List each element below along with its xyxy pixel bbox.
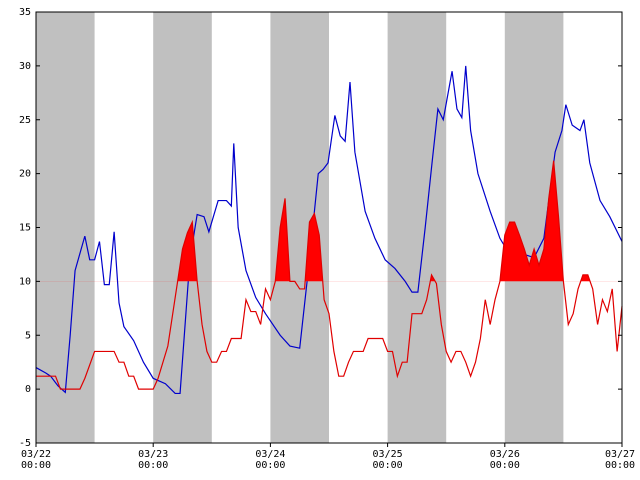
shaded-band bbox=[36, 12, 95, 443]
shaded-band bbox=[270, 12, 329, 443]
y-tick-label: 5 bbox=[25, 330, 31, 341]
y-tick-label: 10 bbox=[19, 276, 31, 287]
x-tick-label: 03/22 00:00 bbox=[20, 449, 52, 471]
x-tick-label: 03/26 00:00 bbox=[489, 449, 520, 471]
y-tick-label: 0 bbox=[25, 384, 31, 395]
shaded-band bbox=[153, 12, 212, 443]
x-tick-label: 03/25 00:00 bbox=[372, 449, 403, 471]
y-tick-label: -5 bbox=[19, 438, 31, 449]
y-tick-label: 30 bbox=[19, 61, 31, 72]
y-tick-label: 25 bbox=[19, 115, 31, 126]
x-tick-label: 03/27 00:00 bbox=[604, 449, 636, 471]
y-tick-label: 35 bbox=[19, 7, 31, 18]
shaded-band bbox=[387, 12, 447, 443]
x-tick-label: 03/23 00:00 bbox=[138, 449, 169, 471]
y-tick-label: 20 bbox=[19, 169, 31, 180]
series-line bbox=[36, 160, 623, 390]
y-tick-label: 15 bbox=[19, 223, 31, 234]
x-tick-label: 03/24 00:00 bbox=[255, 449, 286, 471]
